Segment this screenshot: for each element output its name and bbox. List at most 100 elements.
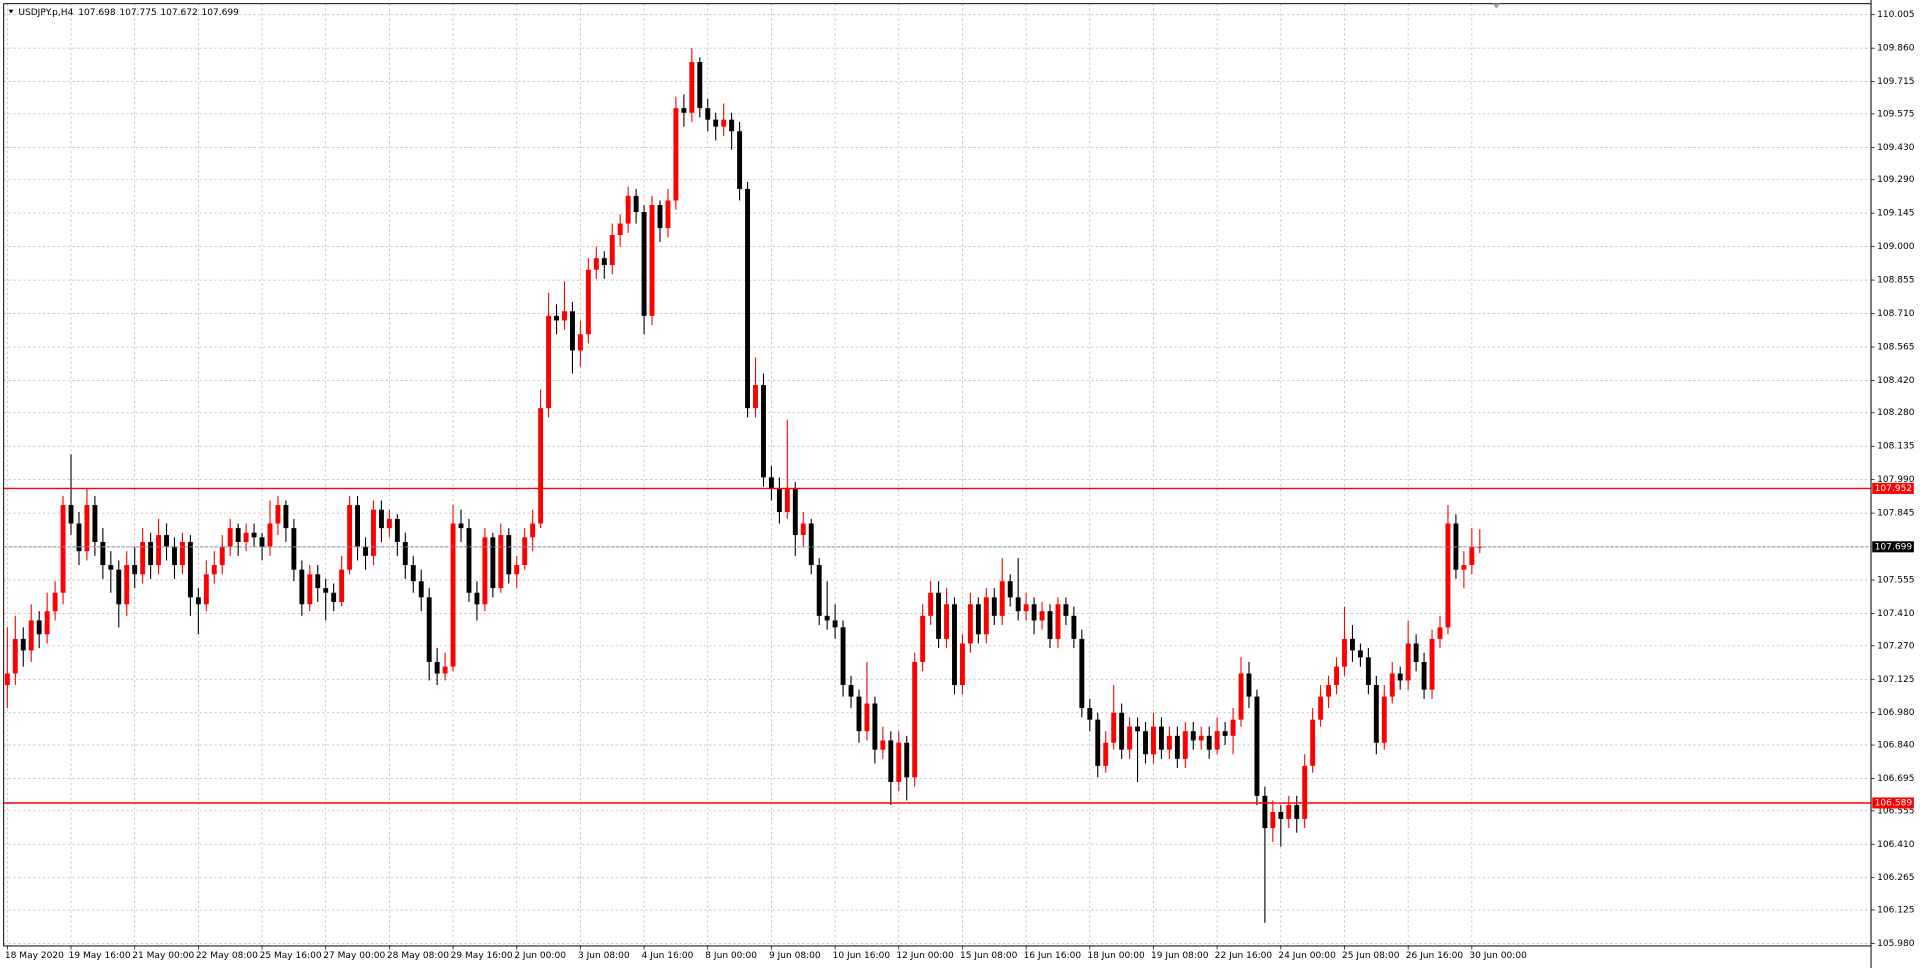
candle-body: [1039, 611, 1045, 621]
x-tick-label: 9 Jun 08:00: [769, 951, 821, 961]
candle-body: [776, 488, 782, 512]
candle-body: [339, 569, 345, 602]
candle-body: [450, 523, 456, 667]
candle-body: [1477, 546, 1483, 548]
candle-body: [219, 546, 225, 566]
candle-body: [808, 523, 814, 566]
y-tick-label: 106.840: [1877, 741, 1915, 751]
candle-body: [1206, 735, 1212, 750]
candle-body: [991, 597, 997, 616]
candle-body: [156, 535, 162, 566]
candle-body: [1389, 673, 1395, 697]
candle-body: [410, 565, 416, 582]
candle-body: [418, 581, 424, 598]
candle-body: [729, 119, 735, 132]
candle-body: [1357, 650, 1363, 658]
candle-body: [601, 258, 607, 266]
level-label: 107.952: [1875, 484, 1912, 494]
candle-body: [307, 574, 313, 605]
candle-body: [386, 518, 392, 529]
y-tick-label: 107.990: [1877, 475, 1915, 485]
x-tick-label: 26 Jun 16:00: [1406, 951, 1464, 961]
candle-body: [570, 311, 575, 351]
candle-body: [506, 535, 512, 575]
candle-body: [1135, 726, 1140, 732]
y-tick-label: 109.290: [1877, 175, 1915, 185]
candle-body: [633, 195, 639, 212]
candle-body: [872, 703, 878, 750]
candle-body: [323, 588, 329, 593]
candle-body: [530, 523, 536, 538]
candle-body: [1015, 597, 1021, 612]
candle-body: [816, 565, 822, 616]
candle-body: [753, 385, 758, 409]
chart-header: USDJPY.p,H4 107.698 107.775 107.672 107.699: [18, 8, 239, 18]
candle-body: [490, 537, 496, 589]
y-tick-label: 109.000: [1877, 242, 1915, 252]
candle-body: [1198, 735, 1204, 741]
candle-body: [1214, 731, 1220, 750]
y-tick-label: 109.145: [1877, 209, 1914, 219]
y-tick-label: 110.005: [1877, 10, 1914, 20]
candle-body: [1246, 673, 1252, 697]
level-label-bg: [1872, 482, 1914, 494]
candle-body: [617, 223, 623, 236]
candle-body: [1405, 643, 1411, 681]
candle-body: [180, 541, 185, 566]
candle-body: [132, 565, 138, 575]
candle-body: [60, 505, 66, 593]
candle-body: [952, 604, 957, 686]
candle-body: [1079, 638, 1085, 709]
y-tick-label: 106.265: [1877, 873, 1914, 883]
current-price-label: 107.699: [1875, 542, 1913, 552]
candle-body: [1055, 604, 1061, 639]
candle-body: [681, 108, 687, 113]
y-tick-label: 106.410: [1877, 840, 1915, 850]
candle-body: [1222, 731, 1228, 736]
x-tick-label: 2 Jun 00:00: [514, 951, 566, 961]
y-tick-label: 108.710: [1877, 309, 1915, 319]
candle-body: [243, 532, 249, 542]
candle-body: [928, 592, 934, 616]
candle-body: [172, 546, 177, 566]
candle-body: [920, 615, 926, 662]
candle-body: [1158, 726, 1164, 750]
candle-body: [546, 315, 552, 409]
candle-body: [52, 592, 58, 612]
candle-body: [474, 592, 480, 605]
candle-body: [641, 211, 647, 316]
candle-body: [944, 604, 949, 639]
candle-body: [76, 523, 82, 552]
candle-body: [1174, 735, 1180, 759]
x-tick-label: 24 Jun 00:00: [1278, 951, 1336, 961]
candle-body: [1103, 742, 1109, 766]
menu-arrow: [8, 9, 14, 14]
candle-body: [378, 509, 384, 529]
candle-body: [975, 604, 981, 635]
candle-body: [1007, 581, 1013, 598]
candle-body: [800, 523, 806, 536]
x-tick-label: 21 May 00:00: [132, 951, 194, 961]
y-tick-label: 108.565: [1877, 342, 1914, 352]
candle-body: [1087, 708, 1093, 720]
y-tick-label: 106.980: [1877, 708, 1915, 718]
y-tick-label: 105.980: [1877, 939, 1915, 949]
candle-body: [100, 541, 106, 566]
candle-body: [1063, 604, 1069, 616]
candle-body: [275, 505, 281, 524]
candle-body: [522, 537, 528, 566]
y-tick-label: 108.135: [1877, 442, 1914, 452]
candle-body: [1262, 795, 1268, 829]
candle-body: [697, 62, 703, 109]
candle-body: [1318, 696, 1324, 720]
candle-body: [705, 108, 711, 120]
candle-body: [498, 535, 504, 589]
shift-marker: [1492, 3, 1500, 9]
y-tick-label: 106.125: [1877, 906, 1914, 916]
candle-body: [1469, 547, 1475, 566]
candle-body: [442, 666, 448, 674]
candle-body: [68, 505, 74, 524]
x-tick-label: 28 May 08:00: [387, 951, 449, 961]
candle-body: [585, 269, 591, 335]
